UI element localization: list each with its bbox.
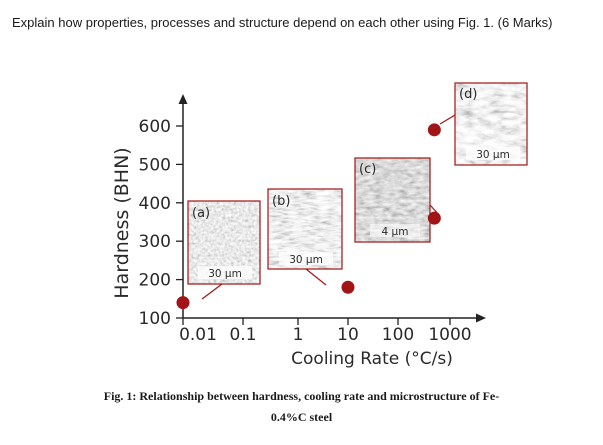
y-tick-label: 400 [139,194,171,214]
y-axis-label: Hardness (BHN) [111,147,133,298]
micrograph-b: (b) 30 µm [267,188,343,270]
x-axis-arrow [476,313,486,323]
micrograph-c-border [354,157,431,243]
y-axis-arrow [178,94,188,104]
point-connectors [201,114,456,300]
y-tick-label: 600 [139,117,171,137]
micrograph-d: (d) 30 µm [454,82,528,166]
figure-caption-line-1: Fig. 1: Relationship between hardness, c… [103,389,500,403]
micrograph-a-scale-bar: 30 µm [208,268,242,280]
x-tick-label: 1000 [428,325,471,345]
y-tick-label: 100 [139,309,171,329]
x-tick-label: 0.1 [229,325,256,345]
y-tick-label: 500 [139,155,171,175]
micrograph-b-border [267,188,343,270]
micrograph-c-label: (c) [359,162,376,177]
y-tick-label: 300 [139,232,171,252]
x-axis-ticks: 0.01 0.1 1 10 100 1000 [179,318,472,345]
micrograph-b-scale-bar: 30 µm [289,254,323,266]
y-axis-ticks: 100 200 300 400 500 600 [139,117,183,329]
data-point [176,296,190,310]
micrograph-a-border [187,200,261,285]
data-point [427,123,441,137]
micrograph-a-label: (a) [192,206,210,221]
x-axis-label: Cooling Rate (°C/s) [291,349,453,369]
micrograph-b-label: (b) [272,194,290,209]
micrograph-c-scale-bar: 4 µm [382,226,409,238]
x-tick-label: 1 [293,325,304,345]
data-point [341,280,355,294]
micrograph-a: (a) 30 µm [187,200,261,285]
micrograph-d-scale-bar: 30 µm [476,149,510,161]
x-tick-label: 0.01 [179,325,217,345]
micrograph-d-label: (d) [459,87,477,102]
x-tick-label: 10 [337,325,359,345]
data-point [427,211,441,225]
y-tick-label: 200 [139,271,171,291]
x-tick-label: 100 [382,325,414,345]
data-points [176,123,441,310]
question-text: Explain how properties, processes and st… [12,15,553,30]
figure-caption-line-2: 0.4%C steel [270,410,333,424]
micrograph-d-border [454,82,528,166]
micrograph-c: (c) 4 µm [354,157,431,243]
